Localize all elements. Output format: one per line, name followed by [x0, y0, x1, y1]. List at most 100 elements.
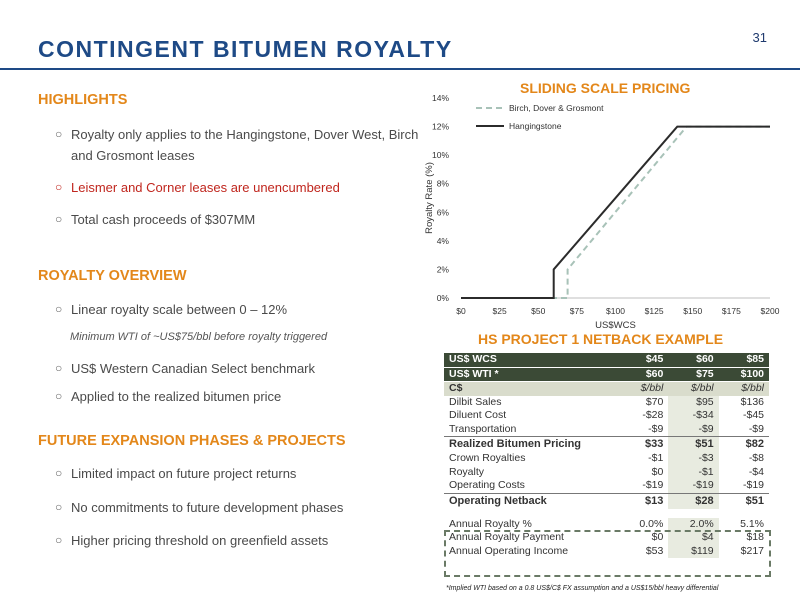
highlights-heading: HIGHLIGHTS [38, 92, 128, 108]
royalty-summary-row: Annual Royalty % 0.0% 2.0% 5.1% [444, 517, 769, 531]
row-label: Realized Bitumen Pricing [444, 436, 619, 452]
overview-note: Minimum WTI of ~US$75/bbl before royalty… [70, 331, 328, 343]
table-unit-row: C$ $/bbl $/bbl $/bbl [444, 381, 769, 396]
row-label: Crown Royalties [449, 452, 526, 464]
table-subtotal-row: Realized Bitumen Pricing $33 $51 $82 [444, 436, 769, 452]
table-row: Transportation -$9 -$9 -$9 [444, 422, 769, 437]
cell-value: $70 [645, 395, 664, 408]
royalty-overview-heading: ROYALTY OVERVIEW [38, 268, 187, 284]
cell-value: $4 [668, 531, 719, 545]
y-tick-label: 0% [437, 293, 450, 303]
cell-value: $53 [645, 544, 664, 557]
cell-value: -$19 [668, 479, 719, 493]
cell-value: $33 [618, 436, 669, 452]
row-label: Transportation [449, 422, 517, 435]
y-tick-label: 2% [437, 264, 450, 274]
cell-value: -$1 [648, 452, 664, 464]
page-title: CONTINGENT BITUMEN ROYALTY [38, 36, 453, 62]
cell-value: $45 [618, 353, 669, 368]
row-label: Annual Royalty Payment [449, 531, 564, 543]
future-item: ○ Higher pricing threshold on greenfield… [55, 530, 430, 551]
cell-value: 2.0% [668, 517, 719, 531]
circle-bullet-icon: ○ [55, 389, 63, 403]
overview-item: ○ Linear royalty scale between 0 – 12% [55, 299, 430, 320]
future-heading: FUTURE EXPANSION PHASES & PROJECTS [38, 433, 346, 449]
royalty-summary-row: Annual Royalty Payment $0 $4 $18 [444, 531, 769, 545]
row-label: US$ WTI * [444, 367, 619, 382]
netback-table: US$ WCS $45 $60 $85 US$ WTI * $60 $75 $100 C$ $/b… [444, 353, 769, 558]
x-tick-label: $25 [493, 306, 507, 316]
overview-item: ○ Applied to the realized bitumen price [55, 386, 430, 407]
cell-value: $85 [718, 353, 769, 368]
cell-value: $95 [668, 395, 719, 409]
y-tick-label: 6% [437, 207, 450, 217]
cell-value: 0.0% [639, 517, 664, 530]
circle-bullet-icon: ○ [55, 533, 63, 547]
overview-item: ○ US$ Western Canadian Select benchmark [55, 358, 430, 379]
y-tick-label: 8% [437, 179, 450, 189]
royalty-summary-box [444, 530, 771, 577]
cell-value: $/bbl [668, 381, 719, 396]
row-label: Annual Operating Income [449, 544, 569, 557]
cell-value: $0 [651, 465, 664, 478]
cell-value: -$1 [668, 465, 719, 479]
circle-bullet-icon: ○ [55, 466, 63, 480]
y-axis-label: Royalty Rate (%) [424, 162, 435, 234]
cell-value: $119 [668, 544, 719, 558]
table-row: Dilbit Sales $70 $95 $136 [444, 395, 769, 409]
cell-value: -$19 [642, 479, 664, 491]
cell-value: $75 [668, 367, 719, 382]
x-tick-label: $100 [606, 306, 625, 316]
cell-value: $82 [718, 436, 769, 452]
cell-value: -$4 [748, 465, 764, 478]
cell-value: $/bbl [618, 381, 669, 396]
cell-value: $0 [651, 531, 664, 543]
row-label: Operating Netback [444, 492, 619, 509]
y-tick-label: 14% [432, 93, 449, 103]
circle-bullet-icon: ○ [55, 302, 63, 316]
cell-value: -$3 [668, 452, 719, 466]
table-row: Crown Royalties -$1 -$3 -$8 [444, 452, 769, 466]
cell-value: $18 [746, 531, 764, 543]
footnote: *Implied WTI based on a 0.8 US$/C$ FX as… [446, 585, 719, 592]
table-header-row: US$ WCS $45 $60 $85 [444, 353, 769, 368]
x-tick-label: $75 [570, 306, 584, 316]
cell-value: -$28 [642, 409, 664, 421]
highlight-item: ○ Leismer and Corner leases are unencumb… [55, 177, 430, 198]
cell-value: 5.1% [740, 517, 764, 530]
royalty-summary-row: Annual Operating Income $53 $119 $217 [444, 544, 769, 558]
cell-value: $51 [668, 436, 719, 452]
cell-value: $60 [618, 367, 669, 382]
cell-value: $60 [668, 353, 719, 368]
circle-bullet-icon: ○ [55, 180, 63, 194]
cell-value: $13 [618, 492, 669, 509]
legend-label: Birch, Dover & Grosmont [509, 103, 604, 113]
cell-value: -$8 [748, 452, 764, 464]
cell-value: $217 [740, 544, 764, 557]
legend-label: Hangingstone [509, 121, 562, 131]
page-number: 31 [752, 30, 767, 45]
table-row: Operating Costs -$19 -$19 -$19 [444, 479, 769, 493]
row-label: Annual Royalty % [449, 517, 532, 530]
row-label: C$ [444, 381, 619, 396]
cell-value: -$19 [742, 479, 764, 491]
table-row: Royalty $0 -$1 -$4 [444, 465, 769, 479]
table-spacer [444, 509, 769, 518]
circle-bullet-icon: ○ [55, 127, 63, 141]
x-tick-label: $50 [531, 306, 545, 316]
table-header-row: US$ WTI * $60 $75 $100 [444, 367, 769, 382]
chart-title: SLIDING SCALE PRICING [520, 80, 691, 96]
highlight-item: ○ Royalty only applies to the Hangingsto… [55, 124, 430, 166]
table-subtotal-row: Operating Netback $13 $28 $51 [444, 492, 769, 509]
cell-value: -$9 [668, 422, 719, 437]
sliding-scale-chart: 0% 2% 4% 6% 8% 10% 12% 14% $0 $25 $50 $75 $100 $125 $1… [424, 93, 780, 331]
row-label: US$ WCS [444, 353, 619, 368]
y-tick-label: 4% [437, 236, 450, 246]
circle-bullet-icon: ○ [55, 500, 63, 514]
series-line-birch-dover-grosmont [461, 125, 770, 299]
row-label: Royalty [449, 465, 485, 478]
future-item: ○ Limited impact on future project retur… [55, 463, 430, 484]
future-item: ○ No commitments to future development p… [55, 497, 430, 518]
cell-value: $/bbl [718, 381, 769, 396]
x-tick-label: $125 [645, 306, 664, 316]
